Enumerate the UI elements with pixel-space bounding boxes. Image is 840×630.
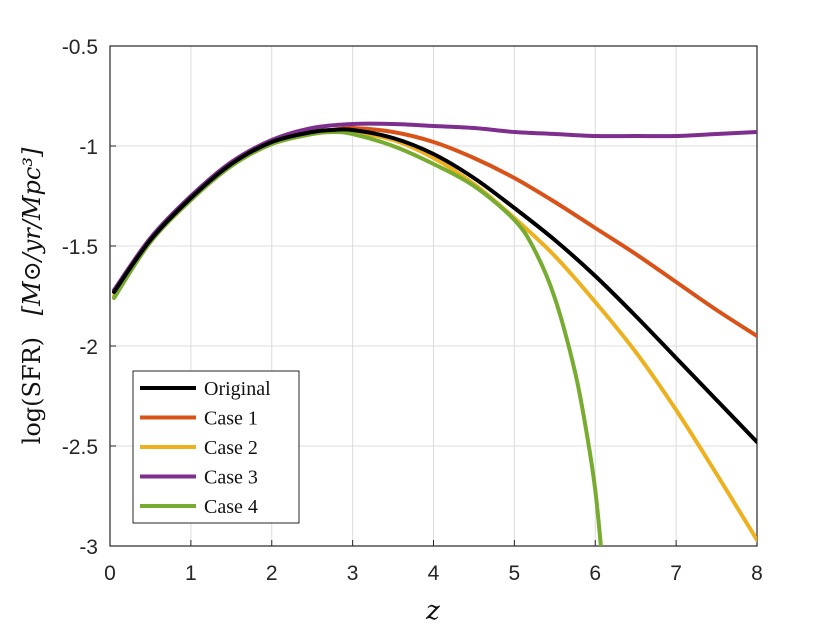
- legend-label: Case 1: [204, 408, 258, 430]
- tick-labels: 0 1 2 3 4 5 6 7 8 -0.5 -1 -1.5 -2 -2.5 -3: [62, 36, 763, 585]
- series-line-case-3: [112, 121, 757, 292]
- x-tick-label: 1: [185, 562, 197, 585]
- legend-label: Case 4: [204, 496, 258, 518]
- y-tick-label: -1: [79, 136, 98, 159]
- x-tick-label: 2: [266, 562, 278, 585]
- legend: Original Case 1 Case 2 Case 3 Case 4: [132, 370, 300, 524]
- y-axis-label-prefix: log(SFR): [18, 337, 46, 444]
- y-tick-label: -1.5: [62, 236, 98, 259]
- y-tick-label: -2.5: [62, 436, 98, 459]
- x-axis-label: z: [425, 596, 440, 626]
- legend-label: Original: [204, 378, 271, 400]
- svg-text:log(SFR) [M⊙/yr/Mpc³]: log(SFR) [M⊙/yr/Mpc³]: [18, 147, 46, 444]
- y-tick-label: -0.5: [62, 36, 98, 59]
- y-axis-label: log(SFR) [M⊙/yr/Mpc³]: [18, 147, 46, 444]
- series-line-original: [112, 127, 757, 444]
- x-tick-label: 8: [751, 562, 763, 585]
- axes-frame: [109, 45, 758, 547]
- x-tick-label: 4: [428, 562, 440, 585]
- x-tick-label: 3: [347, 562, 359, 585]
- y-axis-label-units: [M⊙/yr/Mpc³]: [18, 147, 46, 315]
- y-tick-label: -3: [79, 536, 98, 559]
- y-tick-label: -2: [79, 336, 98, 359]
- legend-label: Case 3: [204, 467, 258, 489]
- x-tick-label: 0: [104, 562, 116, 585]
- x-tick-label: 5: [509, 562, 521, 585]
- legend-label: Case 2: [204, 437, 258, 459]
- x-tick-label: 6: [589, 562, 601, 585]
- series-lines: [112, 121, 757, 546]
- x-tick-label: 7: [670, 562, 682, 585]
